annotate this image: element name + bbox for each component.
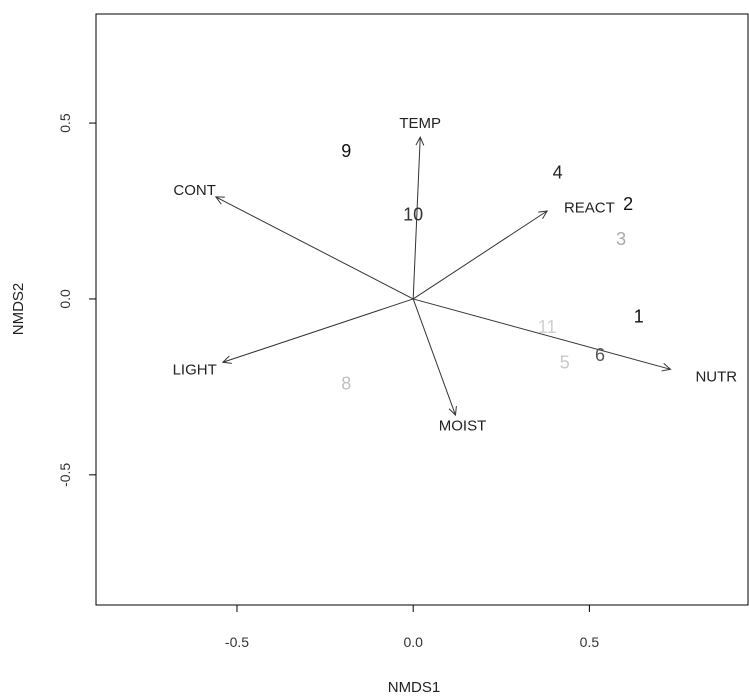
vector-arrow-cont — [215, 196, 414, 300]
vector-label-cont: CONT — [173, 182, 216, 199]
env-vectors: TEMP REACT NUTR MOIST LIGHT CONT — [173, 115, 738, 435]
vector-label-nutr: NUTR — [695, 368, 737, 385]
site-label-10: 10 — [403, 205, 423, 225]
vector-arrowhead-cont — [214, 196, 225, 205]
y-tick-label: -0.5 — [57, 463, 73, 487]
x-tick-label: 0.5 — [580, 634, 600, 650]
site-label-3: 3 — [616, 229, 626, 249]
y-axis-ticks: -0.5 0.0 0.5 — [57, 113, 96, 487]
vector-arrowhead-temp — [415, 135, 425, 146]
vector-arrow-moist — [412, 298, 456, 416]
x-tick-label: 0.0 — [403, 634, 423, 650]
x-tick-label: -0.5 — [225, 634, 249, 650]
vector-arrow-nutr — [413, 298, 671, 370]
site-label-6: 6 — [595, 345, 605, 365]
vector-label-light: LIGHT — [173, 361, 217, 378]
site-label-8: 8 — [341, 373, 351, 393]
plot-frame — [95, 13, 749, 606]
vector-label-temp: TEMP — [399, 115, 441, 132]
y-axis-title: NMDS2 — [10, 283, 27, 336]
x-axis-ticks: -0.5 0.0 0.5 — [225, 605, 599, 650]
vector-arrow-light — [222, 298, 414, 363]
vector-arrow-react — [412, 210, 548, 300]
vector-label-moist: MOIST — [439, 418, 487, 435]
y-tick-label: 0.0 — [57, 289, 73, 309]
x-axis-title: NMDS1 — [388, 679, 441, 696]
site-labels: 1 2 3 4 5 6 8 9 10 11 — [341, 141, 644, 393]
site-label-5: 5 — [560, 352, 570, 372]
vector-arrowhead-nutr — [661, 363, 672, 372]
vector-arrow-temp — [412, 137, 421, 299]
vector-arrowhead-moist — [448, 406, 457, 417]
vector-arrowhead-react — [538, 210, 549, 219]
site-label-1: 1 — [634, 307, 644, 327]
vector-label-react: REACT — [564, 199, 615, 216]
y-tick-label: 0.5 — [57, 113, 73, 133]
site-label-2: 2 — [623, 194, 633, 214]
vector-arrowhead-light — [221, 355, 232, 364]
site-label-9: 9 — [341, 141, 351, 161]
site-label-11: 11 — [538, 317, 557, 337]
site-label-4: 4 — [553, 162, 563, 182]
